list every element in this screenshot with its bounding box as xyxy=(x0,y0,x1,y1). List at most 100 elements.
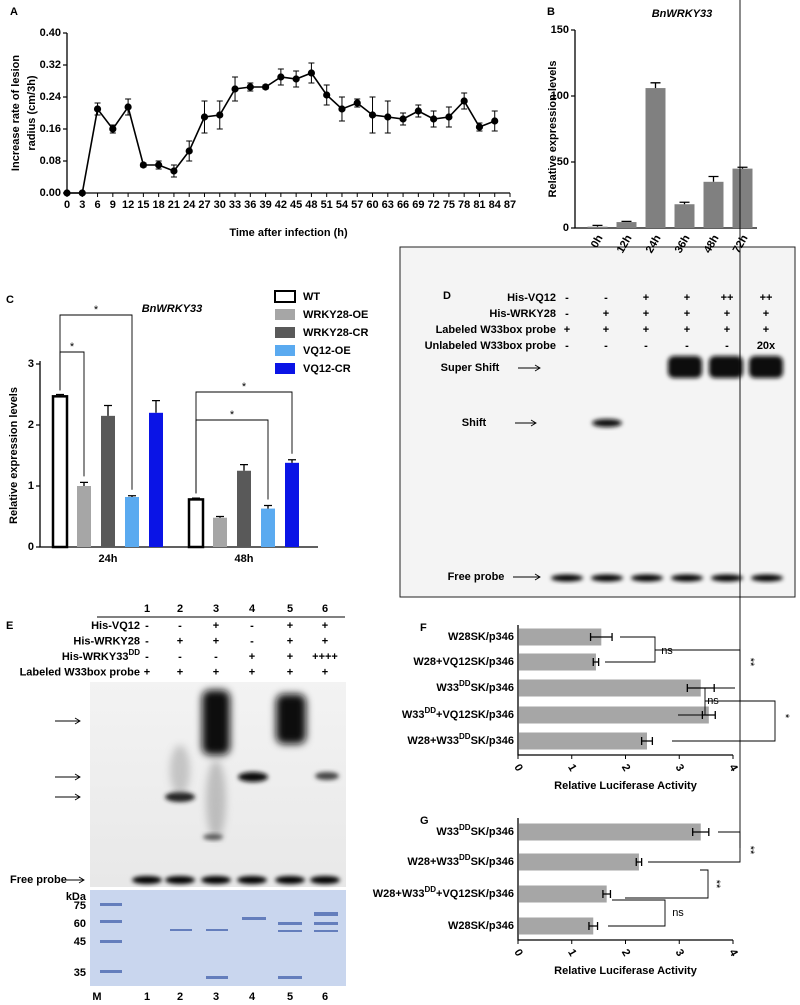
legend-swatch xyxy=(275,327,295,338)
marker-label: 35 xyxy=(74,967,86,979)
band xyxy=(314,922,338,925)
error-bar xyxy=(186,140,193,162)
error-bar xyxy=(80,481,88,486)
data-point xyxy=(353,99,361,107)
x-tick-label: 33 xyxy=(229,199,241,211)
bar xyxy=(149,412,163,547)
band xyxy=(100,970,122,973)
cell: - xyxy=(604,340,608,352)
x-tick-label: 66 xyxy=(397,199,409,211)
x-tick-label: 48 xyxy=(305,199,317,211)
lane-label: M xyxy=(92,991,101,1003)
axes xyxy=(574,30,757,229)
significance-label: ** xyxy=(744,846,756,855)
bar xyxy=(51,395,69,549)
error-bar xyxy=(152,399,160,413)
cell: + xyxy=(603,308,609,320)
significance-label: ** xyxy=(744,658,756,667)
panel-label: G xyxy=(420,815,429,827)
row-label: His-WRKY28 xyxy=(489,308,556,320)
cell: + xyxy=(684,308,690,320)
bar xyxy=(101,415,115,547)
bar xyxy=(703,181,724,228)
y-tick-label: W33DD+VQ12SK/p346 xyxy=(402,706,514,721)
label-part: His-WRKY33 xyxy=(62,651,129,663)
bar xyxy=(519,653,596,671)
error-bar xyxy=(602,890,612,898)
legend-swatch xyxy=(275,309,295,320)
row-label: Labeled W33box probe xyxy=(436,324,556,336)
band xyxy=(242,917,266,920)
band xyxy=(751,574,783,582)
label-part: SK/p346 xyxy=(471,856,514,868)
coomassie-gel xyxy=(90,890,346,986)
marker-label: 60 xyxy=(74,918,86,930)
cell: + xyxy=(177,666,183,678)
error-bar xyxy=(692,828,710,836)
data-point xyxy=(323,91,331,99)
data-point xyxy=(292,75,300,83)
x-tick-label: 1 xyxy=(565,762,578,773)
cell: + xyxy=(763,324,769,336)
error-bar xyxy=(277,68,284,86)
x-tick-label: 0h xyxy=(589,233,606,250)
error-bar xyxy=(201,100,208,134)
error-bar xyxy=(589,633,613,641)
error-bar xyxy=(323,84,330,106)
significance-bracket xyxy=(608,899,666,927)
band xyxy=(592,419,622,427)
bar xyxy=(645,88,666,228)
marker-label: 75 xyxy=(74,900,86,912)
error-bar xyxy=(640,737,654,745)
band xyxy=(275,876,305,884)
panel-label: C xyxy=(6,294,14,306)
cell: + xyxy=(643,292,649,304)
data-point xyxy=(368,111,377,119)
error-bar xyxy=(288,459,296,463)
band-label: Free probe xyxy=(448,571,505,583)
cell: + xyxy=(213,635,219,647)
coomassie-bands xyxy=(100,903,338,979)
bar xyxy=(519,885,607,903)
arrow xyxy=(62,876,85,884)
significance-bracket xyxy=(625,0,741,899)
cell: + xyxy=(763,308,769,320)
band xyxy=(165,876,195,884)
y-tick-label: 0.24 xyxy=(40,91,62,103)
label-part: SK/p346 xyxy=(471,735,514,747)
error-bar xyxy=(650,82,661,89)
band xyxy=(201,876,231,884)
label-part: W28+W33 xyxy=(407,735,459,747)
cell: + xyxy=(724,324,730,336)
legend-label: WRKY28-CR xyxy=(303,327,368,339)
bar xyxy=(519,853,639,871)
y-axis-label: radius (cm/3h) xyxy=(26,75,38,151)
x-tick-label: 69 xyxy=(412,199,424,211)
row-label: Labeled W33box probe xyxy=(20,666,140,678)
arrow xyxy=(515,419,537,427)
cell: + xyxy=(322,666,328,678)
y-tick-label: 0.32 xyxy=(40,59,61,71)
y-axis-label: Relative expression levels xyxy=(8,387,20,524)
cell: - xyxy=(145,620,149,632)
legend-swatch xyxy=(274,290,296,303)
y-axis-label: Increase rate of lesion xyxy=(10,55,22,171)
cell: + xyxy=(643,324,649,336)
cell: + xyxy=(564,324,570,336)
y-tick-label: 50 xyxy=(557,156,569,168)
data-point xyxy=(445,113,453,121)
error-bar xyxy=(445,106,452,128)
row-label: His-VQ12 xyxy=(507,292,556,304)
chart-title: BnWRKY33 xyxy=(142,303,203,315)
cell: + xyxy=(249,651,255,663)
panel-label: D xyxy=(443,290,451,302)
marker-unit: kDa xyxy=(66,891,87,903)
error-bar xyxy=(216,100,223,130)
y-tick-label: W28+VQ12SK/p346 xyxy=(413,656,514,668)
error-bar xyxy=(128,495,136,497)
band xyxy=(202,690,230,755)
cell: + xyxy=(213,666,219,678)
data-point xyxy=(384,113,392,121)
x-tick-label: 24h xyxy=(99,553,118,565)
